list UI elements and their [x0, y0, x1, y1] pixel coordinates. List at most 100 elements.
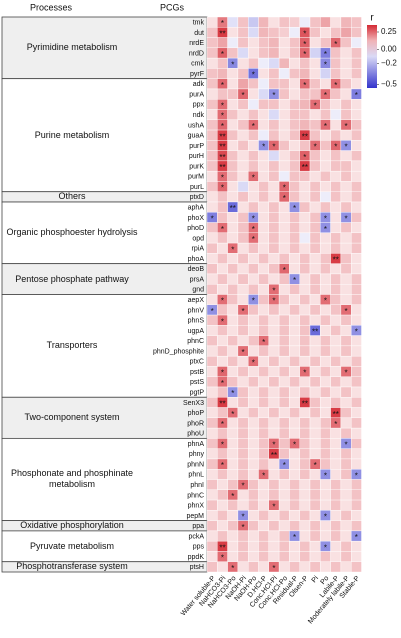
heatmap-cell — [278, 16, 290, 28]
heatmap-cell — [351, 129, 362, 141]
heatmap-cell — [247, 242, 259, 254]
heatmap-cell — [206, 119, 218, 131]
heatmap-cell — [237, 222, 249, 234]
heatmap-cell — [320, 335, 331, 347]
heatmap-cell — [289, 284, 300, 295]
heatmap-cell — [340, 510, 352, 521]
heatmap-cell — [278, 469, 290, 480]
heatmap-cell — [289, 345, 300, 357]
heatmap-cell — [340, 242, 352, 254]
heatmap-cell — [299, 68, 311, 79]
heatmap-cell — [268, 376, 280, 388]
heatmap-cell — [340, 458, 352, 470]
heatmap-cell — [237, 191, 249, 203]
heatmap-cell — [340, 427, 352, 439]
heatmap-cell — [258, 386, 270, 398]
significance-label: * — [241, 482, 244, 491]
heatmap-cell — [330, 201, 342, 213]
significance-label: * — [221, 297, 224, 306]
colorbar-tick-label: −0.5 — [381, 80, 397, 89]
significance-label: * — [241, 348, 244, 357]
heatmap-cell — [299, 325, 311, 336]
heatmap-cell — [237, 561, 249, 573]
heatmap-cell — [299, 376, 311, 388]
heatmap-cell — [258, 109, 270, 120]
heatmap-cell — [309, 181, 321, 192]
heatmap-cell — [351, 355, 362, 367]
significance-label: * — [262, 338, 265, 347]
process-label: Two-component system — [24, 412, 120, 423]
heatmap-cell — [330, 366, 342, 377]
significance-label: ** — [219, 132, 225, 141]
heatmap-cell — [206, 551, 218, 562]
significance-label: * — [221, 379, 224, 388]
heatmap-cell — [299, 119, 311, 131]
gene-label: pyrF — [190, 71, 204, 78]
heatmap-cell — [351, 438, 362, 449]
heatmap-cell — [351, 181, 362, 192]
heatmap-cell — [237, 232, 249, 244]
heatmap-cell — [217, 469, 228, 480]
heatmap-cell — [340, 68, 352, 79]
heatmap-cell — [351, 222, 362, 234]
heatmap-cell — [299, 284, 311, 295]
heatmap-cell — [340, 181, 352, 192]
heatmap-cell — [206, 448, 218, 460]
heatmap-cell — [206, 109, 218, 120]
gene-label: phoP — [188, 410, 205, 417]
significance-label: * — [334, 40, 337, 49]
heatmap-cell — [340, 27, 352, 38]
gene-label: pepM — [186, 513, 204, 520]
heatmap-cell — [320, 551, 331, 562]
heatmap-cell — [320, 242, 331, 254]
heatmap-cell — [330, 304, 342, 316]
heatmap-cell — [289, 27, 300, 38]
heatmap-cell — [206, 47, 218, 59]
heatmap-cell — [268, 345, 280, 357]
heatmap-cell — [351, 407, 362, 419]
heatmap-cell — [309, 109, 321, 120]
heatmap-cell — [289, 78, 300, 90]
heatmap-cell — [320, 263, 331, 275]
heatmap-cell — [258, 345, 270, 357]
significance-label: * — [241, 307, 244, 316]
heatmap-cell — [268, 417, 280, 429]
heatmap-cell — [278, 479, 290, 490]
process-label: Others — [58, 191, 86, 202]
heatmap-cell — [237, 263, 249, 275]
heatmap-cell — [278, 499, 290, 511]
heatmap-cell — [299, 355, 311, 367]
heatmap-cell — [278, 530, 290, 542]
heatmap-cell — [351, 427, 362, 439]
heatmap-cell — [258, 201, 270, 213]
significance-label: * — [252, 225, 255, 234]
gene-label: phnI — [190, 482, 204, 489]
heatmap-cell — [320, 448, 331, 460]
significance-label: * — [293, 204, 296, 213]
heatmap-cell — [289, 253, 300, 264]
heatmap-cell — [320, 16, 331, 28]
heatmap-cell — [320, 109, 331, 120]
heatmap-cell — [309, 530, 321, 542]
heatmap-cell — [217, 57, 228, 69]
significance-label: * — [303, 30, 306, 39]
heatmap-cell — [237, 78, 249, 90]
heatmap-cell — [268, 520, 280, 532]
heatmap-cell — [289, 109, 300, 120]
heatmap-cell — [258, 242, 270, 254]
significance-label: * — [324, 215, 327, 224]
significance-label: * — [344, 122, 347, 131]
heatmap-cell — [351, 160, 362, 172]
heatmap-cell — [351, 47, 362, 59]
heatmap-cell — [299, 201, 311, 213]
heatmap-cell — [299, 263, 311, 275]
group-box — [1, 201, 208, 265]
significance-label: * — [314, 461, 317, 470]
gene-label: deoB — [188, 266, 205, 273]
heatmap-cell — [268, 232, 280, 244]
heatmap-cell — [340, 489, 352, 501]
heatmap-cell — [351, 294, 362, 305]
gene-label: ndk — [193, 112, 205, 119]
heatmap-cell — [268, 37, 280, 49]
heatmap-cell — [258, 129, 270, 141]
